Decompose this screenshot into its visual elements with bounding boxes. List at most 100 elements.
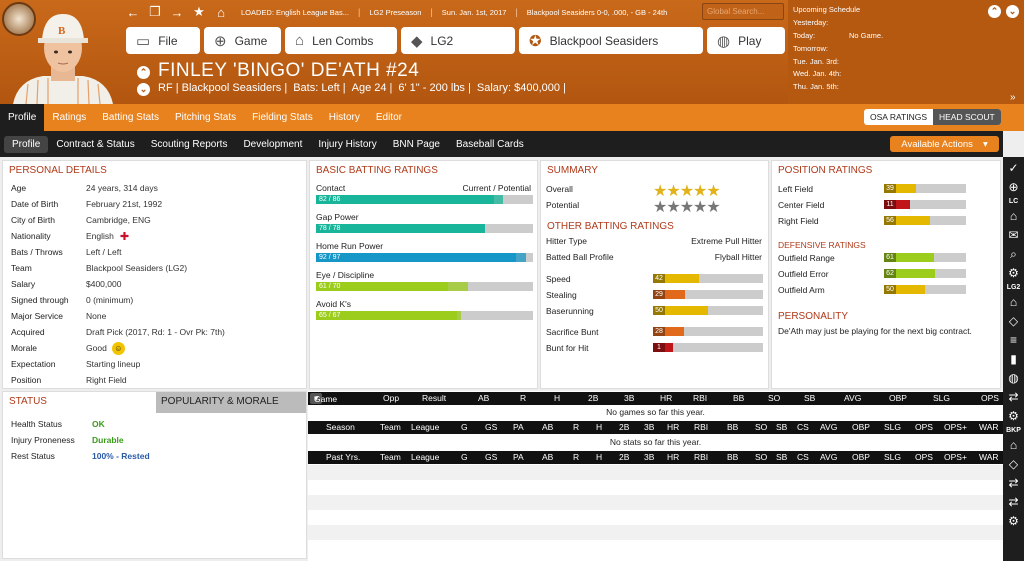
column-header[interactable]: OPS+ (944, 422, 967, 432)
subtab-cards[interactable]: Baseball Cards (455, 138, 524, 150)
column-header[interactable]: AB (478, 393, 490, 403)
schedule-down-icon[interactable]: ⌄ (1006, 5, 1019, 18)
subtab-profile[interactable]: Profile (4, 135, 49, 153)
tab-editor[interactable]: Editor (375, 112, 402, 123)
column-header[interactable]: Opp (383, 393, 400, 403)
home-icon[interactable]: ⌂ (217, 4, 225, 20)
nav-play-button[interactable]: ◍ Play (707, 27, 785, 54)
column-header[interactable]: SB (776, 422, 788, 432)
copy-icon[interactable]: ❐ (149, 4, 161, 19)
column-header[interactable]: SB (776, 452, 788, 462)
column-header[interactable]: R (573, 422, 580, 432)
gear-icon[interactable]: ⚙ (1008, 409, 1019, 423)
subtab-scouting[interactable]: Scouting Reports (150, 138, 228, 150)
column-header[interactable]: OPS+ (944, 452, 967, 462)
column-header[interactable]: OBP (889, 393, 907, 403)
column-header[interactable]: GS (485, 452, 498, 462)
bar-chart-icon[interactable]: ▮ (1010, 352, 1017, 366)
subtab-injury[interactable]: Injury History (318, 138, 377, 150)
nav-team-button[interactable]: ✪ Blackpool Seasiders (519, 27, 703, 54)
position-team[interactable]: RF | Blackpool Seasiders | (158, 82, 288, 94)
column-header[interactable]: OPS (915, 422, 933, 432)
next-player-icon[interactable]: ⌄ (137, 83, 150, 96)
column-header[interactable]: SB (804, 393, 816, 403)
head-scout-button[interactable]: HEAD SCOUT (933, 109, 1001, 125)
column-header[interactable]: 3B (644, 422, 655, 432)
tab-fielding-stats[interactable]: Fielding Stats (252, 112, 313, 123)
gear-icon[interactable]: ⚙ (1008, 266, 1019, 280)
column-header[interactable]: AVG (820, 452, 838, 462)
diamond-icon[interactable]: ◇ (1008, 457, 1019, 471)
subtab-development[interactable]: Development (243, 138, 303, 150)
mail-icon[interactable]: ✉ (1008, 228, 1019, 242)
popularity-morale-tab[interactable]: POPULARITY & MORALE (156, 392, 306, 413)
column-header[interactable]: R (573, 452, 580, 462)
column-header[interactable]: 2B (619, 422, 630, 432)
column-header[interactable]: CS (797, 452, 809, 462)
game-log-select[interactable]: Game Log ▾ (310, 393, 337, 415)
column-header[interactable]: OBP (852, 422, 870, 432)
check-circle-icon[interactable]: ✓ (1008, 161, 1019, 175)
schedule-up-icon[interactable]: ⌃ (988, 5, 1001, 18)
tab-history[interactable]: History (328, 112, 360, 123)
column-header[interactable]: League (411, 452, 440, 462)
column-header[interactable]: 2B (588, 393, 599, 403)
home-icon[interactable]: ⌂ (1009, 295, 1018, 309)
column-header[interactable]: WAR (979, 422, 999, 432)
column-header[interactable]: League (411, 422, 440, 432)
home-icon[interactable]: ⌂ (1009, 438, 1018, 452)
column-header[interactable]: Result (422, 393, 447, 403)
column-header[interactable]: RBI (694, 452, 709, 462)
column-header[interactable]: RBI (694, 422, 709, 432)
nav-game-button[interactable]: ⊕ Game (204, 27, 281, 54)
tab-profile[interactable]: Profile (0, 104, 45, 131)
column-header[interactable]: SO (755, 452, 768, 462)
column-header[interactable]: CS (797, 422, 809, 432)
prev-player-icon[interactable]: ⌃ (137, 66, 150, 79)
column-header[interactable]: AB (542, 422, 554, 432)
column-header[interactable]: SO (768, 393, 781, 403)
expand-icon[interactable]: » (1010, 92, 1016, 103)
column-header[interactable]: SO (755, 422, 768, 432)
column-header[interactable]: OBP (852, 452, 870, 462)
column-header[interactable]: WAR (979, 452, 999, 462)
column-header[interactable]: Season (326, 422, 355, 432)
column-header[interactable]: H (596, 452, 603, 462)
column-header[interactable]: OPS (915, 452, 933, 462)
game-logo[interactable] (2, 2, 36, 36)
column-header[interactable]: H (554, 393, 561, 403)
detail-value[interactable]: English (86, 231, 114, 241)
nav-league-button[interactable]: ◆ LG2 (401, 27, 515, 54)
column-header[interactable]: 3B (644, 452, 655, 462)
column-header[interactable]: AB (542, 452, 554, 462)
gear-icon[interactable]: ⚙ (1008, 514, 1019, 528)
forward-arrow-icon[interactable]: → (170, 4, 184, 20)
column-header[interactable]: OPS (981, 393, 999, 403)
column-header[interactable]: R (520, 393, 527, 403)
league-context[interactable]: LG2 Preseason (369, 7, 422, 17)
column-header[interactable]: RBI (693, 393, 708, 403)
list-icon[interactable]: ≡ (1009, 333, 1017, 347)
star-icon[interactable]: ★ (193, 4, 205, 19)
column-header[interactable]: 3B (624, 393, 635, 403)
baseball-icon[interactable]: ◍ (1008, 371, 1019, 385)
column-header[interactable]: BB (727, 422, 739, 432)
swap-icon[interactable]: ⇄ (1008, 495, 1019, 509)
nav-file-button[interactable]: ▭ File (126, 27, 200, 54)
column-header[interactable]: HR (667, 452, 680, 462)
column-header[interactable]: HR (660, 393, 673, 403)
detail-value[interactable]: Blackpool Seasiders (LG2) (86, 263, 188, 273)
column-header[interactable]: Team (380, 422, 401, 432)
status-tab[interactable]: STATUS (9, 396, 47, 407)
column-header[interactable]: 2B (619, 452, 630, 462)
column-header[interactable]: AVG (820, 422, 838, 432)
tab-batting-stats[interactable]: Batting Stats (102, 112, 159, 123)
swap-icon[interactable]: ⇄ (1008, 390, 1019, 404)
osa-ratings-button[interactable]: OSA RATINGS (870, 112, 927, 122)
column-header[interactable]: SLG (933, 393, 951, 403)
search-icon[interactable]: ⌕ (1010, 247, 1017, 261)
diamond-icon[interactable]: ◇ (1008, 314, 1019, 328)
column-header[interactable]: SLG (884, 452, 902, 462)
column-header[interactable]: HR (667, 422, 680, 432)
column-header[interactable]: G (461, 422, 468, 432)
